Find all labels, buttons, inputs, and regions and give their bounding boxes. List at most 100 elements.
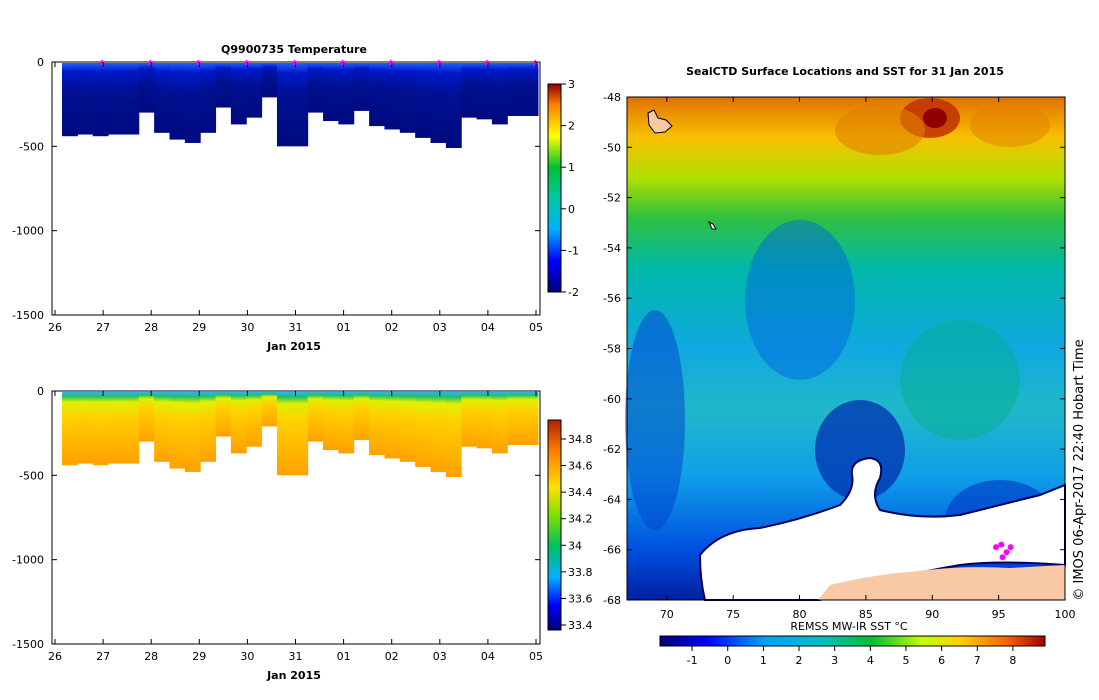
lon-tick-label: 100	[1055, 608, 1076, 621]
x-tick-label: 26	[48, 650, 62, 663]
profile-column	[399, 392, 416, 462]
profile-column	[77, 392, 94, 464]
lat-tick-label: -54	[603, 242, 621, 255]
profile-column	[399, 63, 416, 133]
colorbar-tick-label: 34.4	[568, 486, 593, 499]
temperature-profiles	[62, 63, 539, 149]
antarctic-land	[818, 565, 1065, 600]
colorbar-tick-label: 34.2	[568, 513, 593, 526]
x-tick-label: 27	[96, 321, 110, 334]
x-tick-label: 04	[481, 321, 495, 334]
imos-credit: © IMOS 06-Apr-2017 22:40 Hobart Time	[1072, 339, 1087, 600]
seal-positions	[992, 541, 1014, 561]
profile-column	[184, 63, 201, 143]
colorbar-tick-label: 1	[568, 161, 575, 174]
seal-position-point	[998, 541, 1005, 548]
seal-position-point	[999, 554, 1006, 561]
salinity-y-ticks: 0 -500 -1000 -1500	[12, 385, 540, 651]
sst-colorbar-tick-label: 4	[867, 654, 874, 667]
temperature-x-ticks: 26 27 28 29 30 31 01 02 03 04 05	[48, 62, 543, 334]
profile-column	[307, 392, 324, 442]
salinity-colorbar-ticks: 34.8 34.6 34.4 34.2 34 33.8 33.6 33.4	[561, 433, 593, 632]
warmer-east-patch	[900, 320, 1020, 440]
salinity-colorbar	[547, 419, 562, 631]
seal-position-point	[1007, 544, 1014, 551]
profile-column	[476, 392, 493, 449]
colorbar-tick-label: 34	[568, 539, 582, 552]
profile-column	[430, 63, 447, 143]
y-tick-label: -1500	[12, 309, 44, 322]
lat-tick-label: -56	[603, 292, 621, 305]
sst-colorbar-tick-label: 7	[974, 654, 981, 667]
profile-column	[507, 63, 524, 116]
lat-tick-label: -52	[603, 192, 621, 205]
profile-column	[200, 392, 217, 462]
profile-column	[169, 63, 186, 140]
warm-core-centre	[923, 108, 947, 128]
profile-column	[215, 392, 232, 437]
profile-column	[123, 63, 140, 135]
y-tick-label: 0	[37, 56, 44, 69]
seal-position-point	[992, 544, 999, 551]
sst-colorbar-tick-label: 8	[1009, 654, 1016, 667]
latitude-ticks: -48 -50 -52 -54 -56 -58 -60 -62 -64 -66 -68	[603, 91, 1065, 607]
colorbar-tick-label: 0	[568, 203, 575, 216]
y-tick-label: -500	[19, 469, 44, 482]
profile-marker: ♦	[146, 59, 154, 69]
heard-island	[708, 220, 717, 230]
lat-tick-label: -66	[603, 544, 621, 557]
map-title: SealCTD Surface Locations and SST for 31…	[686, 65, 1004, 78]
profile-column	[77, 63, 94, 135]
sst-map-panel: SealCTD Surface Locations and SST for 31…	[603, 65, 1087, 667]
lat-tick-label: -48	[603, 91, 621, 104]
salinity-panel: 26 27 28 29 30 31 01 02 03 04 05 0 -500 -1000 -1500 J…	[12, 385, 592, 682]
x-tick-label: 31	[289, 650, 303, 663]
profile-column	[491, 392, 508, 454]
profile-marker: ♦	[531, 59, 539, 69]
profile-column	[338, 63, 355, 125]
profile-column	[154, 63, 170, 133]
temperature-title: Q9900735 Temperature	[221, 43, 367, 56]
lon-tick-label: 95	[992, 608, 1006, 621]
profile-column	[138, 63, 155, 113]
profile-column	[445, 63, 462, 149]
sst-colorbar-tick-label: 2	[796, 654, 803, 667]
profile-column	[200, 63, 217, 133]
sst-colorbar-tick-label: 0	[724, 654, 731, 667]
x-tick-label: 30	[240, 321, 254, 334]
lat-tick-label: -62	[603, 443, 621, 456]
cold-shelf	[815, 400, 905, 500]
profile-column	[307, 63, 324, 113]
x-tick-label: 02	[385, 650, 399, 663]
profile-column	[138, 392, 155, 442]
profile-column	[353, 392, 370, 440]
profile-column	[62, 63, 78, 137]
lon-tick-label: 75	[726, 608, 740, 621]
x-tick-label: 29	[192, 650, 206, 663]
profile-marker: ♦	[483, 59, 491, 69]
profile-column	[184, 392, 201, 472]
salinity-profiles	[62, 392, 539, 478]
seal-position-point	[1003, 549, 1010, 556]
salinity-x-ticks: 26 27 28 29 30 31 01 02 03 04 05	[48, 391, 543, 663]
profile-column	[353, 63, 370, 111]
temperature-y-ticks: 0 -500 -1000 -1500	[12, 56, 540, 322]
lon-tick-label: 80	[793, 608, 807, 621]
profile-column	[108, 63, 124, 135]
lat-tick-label: -64	[603, 493, 621, 506]
sst-colorbar-tick-label: 5	[902, 654, 909, 667]
x-tick-label: 26	[48, 321, 62, 334]
profile-marker: ♦	[194, 59, 202, 69]
x-tick-label: 30	[240, 650, 254, 663]
profile-markers: ♦ ♦ ♦ ♦ ♦ ♦ ♦ ♦ ♦ ♦	[98, 59, 539, 69]
colorbar-tick-label: -2	[568, 286, 579, 299]
lat-tick-label: -68	[603, 594, 621, 607]
profile-column	[92, 392, 109, 466]
profile-column	[522, 392, 539, 445]
y-tick-label: -1000	[12, 225, 44, 238]
x-tick-label: 05	[529, 321, 543, 334]
x-tick-label: 31	[289, 321, 303, 334]
sst-colorbar-label: REMSS MW-IR SST °C	[790, 620, 908, 633]
profile-column	[415, 63, 432, 138]
temperature-panel: Q9900735 Temperature ♦ ♦ ♦ ♦ ♦ ♦ ♦ ♦ ♦ ♦ 26 27 28 29…	[12, 43, 579, 353]
